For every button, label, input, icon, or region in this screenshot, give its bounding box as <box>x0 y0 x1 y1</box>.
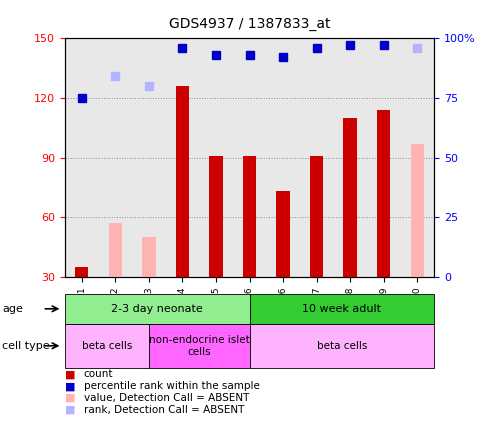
Text: value, Detection Call = ABSENT: value, Detection Call = ABSENT <box>84 393 249 403</box>
Bar <box>310 156 323 277</box>
Bar <box>209 156 223 277</box>
Text: beta cells: beta cells <box>317 341 367 351</box>
Bar <box>108 223 122 277</box>
Text: cell type: cell type <box>2 341 50 351</box>
Text: 10 week adult: 10 week adult <box>302 304 381 314</box>
Text: ■: ■ <box>65 381 75 391</box>
Bar <box>243 156 256 277</box>
Bar <box>276 192 290 277</box>
Text: ■: ■ <box>65 393 75 403</box>
Text: rank, Detection Call = ABSENT: rank, Detection Call = ABSENT <box>84 405 244 415</box>
Text: ■: ■ <box>65 405 75 415</box>
Text: percentile rank within the sample: percentile rank within the sample <box>84 381 259 391</box>
Text: 2-3 day neonate: 2-3 day neonate <box>111 304 203 314</box>
Bar <box>75 267 88 277</box>
Text: age: age <box>2 304 23 314</box>
Bar <box>142 237 156 277</box>
Bar <box>343 118 357 277</box>
Bar <box>411 144 424 277</box>
Text: non-endocrine islet
cells: non-endocrine islet cells <box>149 335 250 357</box>
Text: beta cells: beta cells <box>82 341 132 351</box>
Text: GDS4937 / 1387833_at: GDS4937 / 1387833_at <box>169 17 330 31</box>
Bar <box>176 86 189 277</box>
Bar <box>377 110 391 277</box>
Text: ■: ■ <box>65 369 75 379</box>
Text: count: count <box>84 369 113 379</box>
